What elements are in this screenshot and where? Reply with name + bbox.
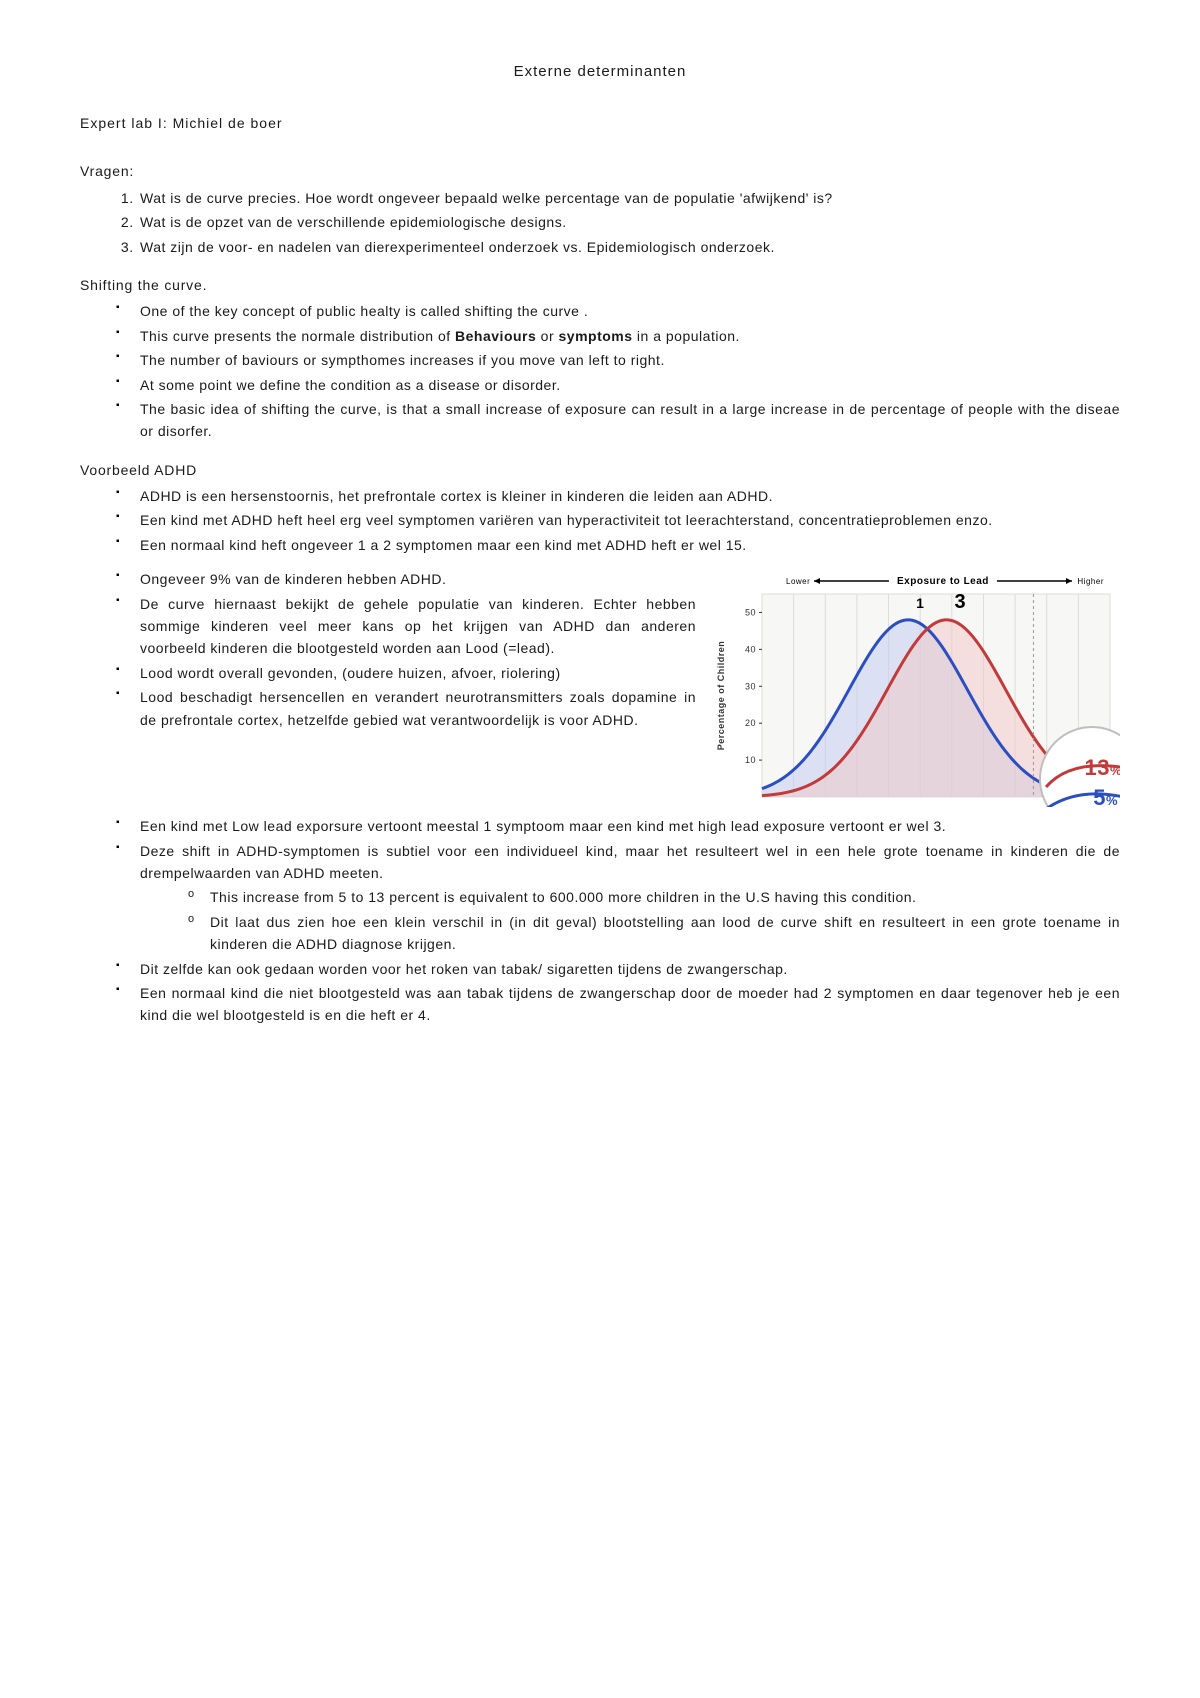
adhd-list-wrap: Ongeveer 9% van de kinderen hebben ADHD.…: [112, 568, 1120, 731]
svg-text:5: 5: [1093, 785, 1106, 807]
shifting-list: One of the key concept of public healty …: [112, 300, 1120, 442]
list-item: One of the key concept of public healty …: [112, 300, 1120, 322]
list-item-text: Deze shift in ADHD-symptomen is subtiel …: [140, 843, 1120, 881]
list-item: This increase from 5 to 13 percent is eq…: [188, 886, 1120, 908]
list-item: At some point we define the condition as…: [112, 374, 1120, 396]
list-item: This curve presents the normale distribu…: [112, 325, 1120, 347]
list-item: Dit zelfde kan ook gedaan worden voor he…: [112, 958, 1120, 980]
list-item: Wat is de curve precies. Hoe wordt ongev…: [138, 187, 1120, 209]
vragen-list: Wat is de curve precies. Hoe wordt ongev…: [138, 187, 1120, 258]
vragen-heading: Vragen:: [80, 160, 1120, 182]
list-item: Een kind met Low lead exporsure vertoont…: [112, 815, 1120, 837]
adhd-list-1: ADHD is een hersenstoornis, het prefront…: [112, 485, 1120, 556]
list-item: Lood beschadigt hersencellen en verander…: [112, 686, 1120, 731]
shifting-heading: Shifting the curve.: [80, 274, 1120, 296]
list-item: Wat is de opzet van de verschillende epi…: [138, 211, 1120, 233]
subtitle: Expert lab I: Michiel de boer: [80, 112, 1120, 134]
list-item: De curve hiernaast bekijkt de gehele pop…: [112, 593, 1120, 660]
list-item: Dit laat dus zien hoe een klein verschil…: [188, 911, 1120, 956]
list-item: Ongeveer 9% van de kinderen hebben ADHD.: [112, 568, 1120, 590]
list-item: The number of baviours or sympthomes inc…: [112, 349, 1120, 371]
list-item: Een normaal kind die niet blootgesteld w…: [112, 982, 1120, 1027]
list-item: Wat zijn de voor- en nadelen van dierexp…: [138, 236, 1120, 258]
adhd-heading: Voorbeeld ADHD: [80, 459, 1120, 481]
adhd-list-rest: Een kind met Low lead exporsure vertoont…: [112, 815, 1120, 1027]
list-item: Deze shift in ADHD-symptomen is subtiel …: [112, 840, 1120, 956]
list-item: Lood wordt overall gevonden, (oudere hui…: [112, 662, 1120, 684]
list-item: The basic idea of shifting the curve, is…: [112, 398, 1120, 443]
page-title: Externe determinanten: [80, 60, 1120, 84]
adhd-sublist: This increase from 5 to 13 percent is eq…: [188, 886, 1120, 955]
list-item: Een normaal kind heft ongeveer 1 a 2 sym…: [112, 534, 1120, 556]
list-item: Een kind met ADHD heft heel erg veel sym…: [112, 509, 1120, 531]
list-item: ADHD is een hersenstoornis, het prefront…: [112, 485, 1120, 507]
svg-text:10: 10: [745, 755, 756, 765]
